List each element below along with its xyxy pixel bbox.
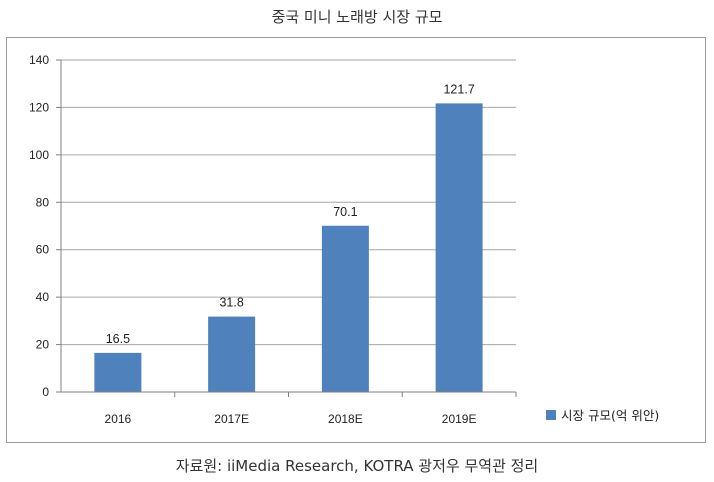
y-tick-label: 120 — [29, 100, 49, 114]
data-label: 70.1 — [333, 205, 357, 219]
y-tick-label: 20 — [36, 338, 50, 352]
y-tick-label: 60 — [36, 243, 50, 257]
x-axis-ticks: 2016 2017E 2018E 2019E — [105, 392, 517, 426]
data-label: 31.8 — [219, 296, 243, 310]
bar — [94, 352, 142, 392]
bar — [435, 103, 483, 392]
x-tick-label: 2018E — [328, 412, 363, 426]
data-labels: 16.5 31.8 70.1 121.7 — [106, 82, 475, 345]
legend-label: 시장 규모(억 위안) — [561, 408, 659, 423]
y-tick-label: 40 — [36, 290, 50, 304]
y-tick-label: 80 — [36, 195, 50, 209]
y-axis-ticks: 0 20 40 60 80 100 120 140 — [29, 53, 61, 399]
data-label: 16.5 — [106, 332, 130, 346]
legend: 시장 규모(억 위안) — [546, 408, 659, 423]
x-tick-label: 2017E — [214, 412, 249, 426]
x-tick-label: 2019E — [442, 412, 477, 426]
bar — [208, 316, 256, 392]
legend-swatch — [546, 410, 556, 420]
bar — [321, 225, 369, 392]
data-label: 121.7 — [443, 82, 474, 96]
y-tick-label: 140 — [29, 53, 49, 67]
bars — [94, 103, 483, 392]
chart-title: 중국 미니 노래방 시장 규모 — [271, 8, 443, 26]
x-tick-label: 2016 — [105, 412, 132, 426]
y-tick-label: 0 — [42, 385, 49, 399]
axes — [60, 60, 516, 393]
y-tick-label: 100 — [29, 148, 49, 162]
source-note: 자료원: iiMedia Research, KOTRA 광저우 무역관 정리 — [175, 457, 539, 475]
